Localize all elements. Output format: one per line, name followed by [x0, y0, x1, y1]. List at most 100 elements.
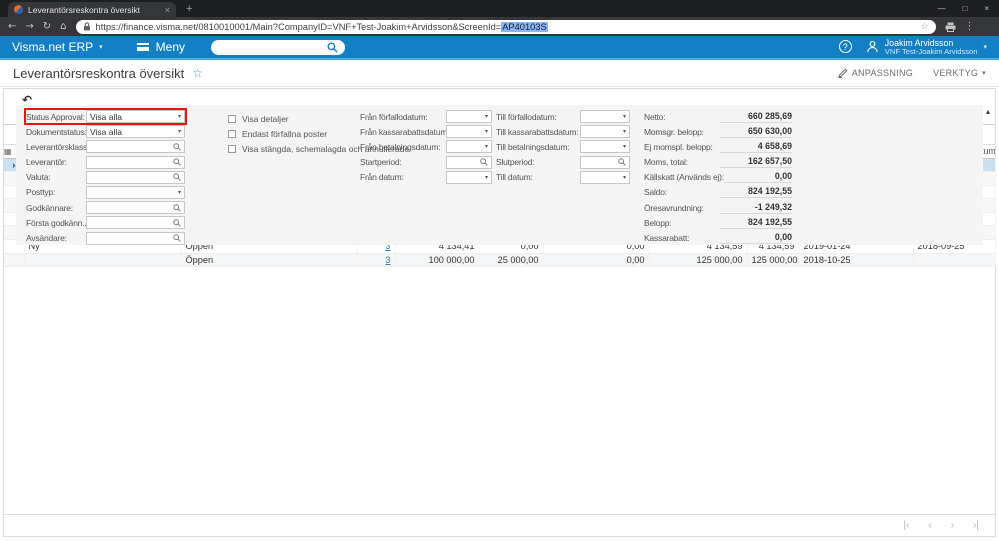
app-switcher[interactable]: Visma.net ERP ▾ — [12, 40, 103, 54]
pager-next-icon[interactable]: › — [951, 520, 954, 531]
user-icon — [866, 40, 879, 53]
browser-address-bar: ← → ↻ ⌂ https://finance.visma.net/081001… — [0, 17, 999, 36]
menu-button[interactable]: Meny — [137, 40, 185, 54]
fran-kassarabattsdatum-select[interactable]: ▾ — [446, 125, 492, 138]
status-approval-select[interactable]: Visa alla▾ — [86, 110, 185, 123]
fran-datum-select[interactable]: ▾ — [446, 171, 492, 184]
summary-oresavrundning: Öresavrundning:-1 249,32 — [644, 201, 792, 214]
till-datum-select[interactable]: ▾ — [580, 171, 630, 184]
filter-posttyp: Posttyp: ▾ — [26, 186, 185, 199]
avsandare-lookup[interactable] — [86, 232, 185, 245]
chevron-down-icon: ▾ — [485, 174, 488, 181]
app-header: Visma.net ERP ▾ Meny ? Joakim Arvidsson … — [0, 36, 999, 60]
new-tab-button[interactable]: + — [186, 2, 192, 17]
reload-icon[interactable]: ↻ — [43, 21, 51, 32]
chevron-down-icon: ▾ — [623, 128, 626, 135]
search-icon — [327, 42, 338, 53]
filter-till-datum: Till datum: ▾ — [496, 171, 630, 184]
screen: Leverantörsreskontra översikt × + — □ × … — [0, 0, 999, 541]
leverantorsklass-lookup[interactable] — [86, 140, 185, 153]
header-right: ? Joakim Arvidsson VNF Test-Joakim Arvid… — [839, 38, 987, 57]
search-icon — [173, 158, 181, 166]
url-bar[interactable]: https://finance.visma.net/0810010001/Mai… — [76, 20, 936, 34]
tools-button[interactable]: VERKTYG ▾ — [933, 68, 986, 78]
pagination-bar: |‹ ‹ › ›| — [4, 514, 995, 536]
filter-fran-forfallodatum: Från förfallodatum: ▾ — [360, 110, 492, 123]
filter-panel: Status Approval: Visa alla▾ Dokumentstat… — [16, 105, 983, 245]
till-forfallodatum-select[interactable]: ▾ — [580, 110, 630, 123]
global-search-input[interactable] — [211, 40, 345, 55]
bookmark-star-icon[interactable]: ☆ — [920, 22, 928, 32]
chevron-down-icon: ▾ — [485, 113, 488, 120]
forward-icon[interactable]: → — [25, 21, 33, 32]
filter-avsandare: Avsändare: — [26, 232, 185, 245]
filter-group-dates-to: Till förfallodatum: ▾ Till kassarabattsd… — [496, 110, 630, 186]
tab-close-icon[interactable]: × — [165, 5, 170, 15]
startperiod-lookup[interactable] — [446, 156, 492, 169]
window-maximize-icon[interactable]: □ — [962, 0, 967, 17]
table-row[interactable]: Öppen 3 100 000,0025 000,00 0,00125 000,… — [4, 253, 995, 267]
summary-momsgr-belopp: Momsgr. belopp:650 630,00 — [644, 125, 792, 138]
page-title: Leverantörsreskontra översikt — [13, 66, 184, 81]
visa-detaljer-checkbox[interactable] — [228, 115, 236, 123]
summary-moms-total: Moms, total:162 657,50 — [644, 156, 792, 169]
browser-tab[interactable]: Leverantörsreskontra översikt × — [8, 2, 176, 17]
summary-netto: Netto:660 285,69 — [644, 110, 792, 123]
chevron-down-icon: ▾ — [623, 113, 626, 120]
valuta-lookup[interactable] — [86, 171, 185, 184]
page-actions: ANPASSNING VERKTYG ▾ — [838, 68, 986, 78]
leverantor-lookup[interactable] — [86, 156, 185, 169]
till-kassarabattsdatum-select[interactable]: ▾ — [580, 125, 630, 138]
posttyp-select[interactable]: ▾ — [86, 186, 185, 199]
chevron-down-icon: ▾ — [178, 113, 181, 120]
user-company: VNF Test-Joakim Arvidsson — [885, 48, 978, 57]
help-icon[interactable]: ? — [839, 40, 852, 53]
window-close-icon[interactable]: × — [984, 0, 989, 17]
filter-till-kassarabattsdatum: Till kassarabattsdatum: ▾ — [496, 125, 630, 138]
grid-settings-icon[interactable]: ▦ — [4, 147, 12, 156]
forsta-godkannare-lookup[interactable] — [86, 216, 185, 229]
filter-valuta: Valuta: — [26, 171, 185, 184]
filter-fran-betalningsdatum: Från betalningsdatum: ▾ — [360, 140, 492, 153]
user-menu[interactable]: Joakim Arvidsson VNF Test-Joakim Arvidss… — [866, 38, 987, 57]
visa-stangda-checkbox[interactable] — [228, 145, 236, 153]
visma-favicon-icon — [14, 5, 23, 14]
till-betalningsdatum-select[interactable]: ▾ — [580, 140, 630, 153]
filter-till-betalningsdatum: Till betalningsdatum: ▾ — [496, 140, 630, 153]
lock-icon — [83, 22, 91, 31]
summary-saldo: Saldo:824 192,55 — [644, 186, 792, 199]
chevron-down-icon: ▾ — [623, 143, 626, 150]
fran-betalningsdatum-select[interactable]: ▾ — [446, 140, 492, 153]
summary-kallskatt: Källskatt (Används ej):0,00 — [644, 171, 792, 184]
pencil-icon — [838, 68, 848, 78]
dokumentstatus-select[interactable]: Visa alla▾ — [86, 125, 185, 138]
page-header: Leverantörsreskontra översikt ☆ ANPASSNI… — [0, 60, 999, 87]
browser-menu-icon[interactable]: ⋮ — [965, 21, 975, 32]
godkannare-lookup[interactable] — [86, 201, 185, 214]
slutperiod-lookup[interactable] — [580, 156, 630, 169]
url-text: https://finance.visma.net/0810010001/Mai… — [96, 22, 548, 32]
poster-link[interactable]: 3 — [385, 255, 390, 265]
home-icon[interactable]: ⌂ — [60, 21, 66, 32]
chevron-down-icon: ▾ — [983, 43, 987, 51]
print-icon[interactable] — [945, 22, 956, 32]
filter-godkannare: Godkännare: — [26, 201, 185, 214]
endast-forfallna-checkbox[interactable] — [228, 130, 236, 138]
chevron-down-icon: ▾ — [99, 43, 103, 51]
filter-fran-datum: Från datum: ▾ — [360, 171, 492, 184]
pager-prev-icon[interactable]: ‹ — [928, 520, 931, 531]
customization-button[interactable]: ANPASSNING — [838, 68, 913, 78]
filter-summary: Netto:660 285,69 Momsgr. belopp:650 630,… — [644, 110, 792, 247]
collapse-filter-icon[interactable]: ▴ — [986, 107, 990, 116]
chevron-down-icon: ▾ — [982, 69, 986, 77]
pager-first-icon[interactable]: |‹ — [903, 520, 909, 531]
fran-forfallodatum-select[interactable]: ▾ — [446, 110, 492, 123]
window-controls: — □ × — [937, 0, 999, 17]
filter-fran-kassarabattsdatum: Från kassarabattsdatum: ▾ — [360, 125, 492, 138]
favorite-star-icon[interactable]: ☆ — [192, 66, 203, 80]
window-minimize-icon[interactable]: — — [937, 0, 945, 17]
pager-last-icon[interactable]: ›| — [973, 520, 979, 531]
chevron-down-icon: ▾ — [178, 128, 181, 135]
filter-till-forfallodatum: Till förfallodatum: ▾ — [496, 110, 630, 123]
back-icon[interactable]: ← — [8, 21, 16, 32]
